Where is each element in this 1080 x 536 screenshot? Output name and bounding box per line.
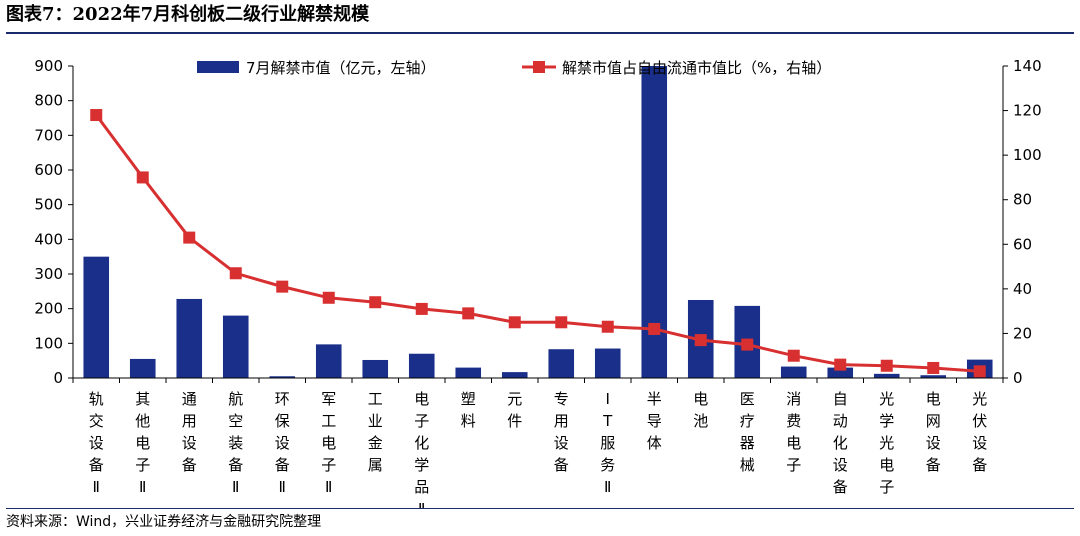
left-axis-tick-label: 0	[53, 369, 63, 387]
line-point	[90, 109, 103, 122]
right-y-axis: 0 20 40 60 80 100 120 140	[1002, 57, 1042, 387]
line-point	[601, 320, 614, 333]
bar	[222, 315, 249, 378]
bar	[920, 375, 947, 378]
category-label: 专用设备	[554, 390, 569, 474]
bar	[129, 358, 156, 378]
line-point	[183, 231, 196, 244]
chart-canvas: 0 100 200 300 400 500 600 700 800 900 0 20 40 60 80 10…	[34, 57, 1042, 508]
category-label: 航空装备 Ⅱ	[228, 390, 243, 496]
category-label: I T 服务 Ⅱ	[600, 390, 615, 496]
bar	[83, 256, 110, 378]
line-point	[322, 291, 335, 304]
category-label: 电网设备	[926, 390, 941, 474]
line-point	[136, 171, 149, 184]
line-point	[462, 307, 475, 320]
category-label: 军工电子 Ⅱ	[321, 390, 336, 496]
bar	[501, 372, 528, 378]
legend: 7月解禁市值（亿元，左轴） 解禁市值占自由流通市值比（%，右轴）	[197, 59, 831, 77]
line-point	[415, 302, 428, 315]
source-note: 资料来源：Wind，兴业证券经济与金融研究院整理	[6, 508, 1074, 536]
chart-title: 图表7：2022年7月科创板二级行业解禁规模	[6, 0, 1074, 34]
left-axis-tick-label: 100	[34, 334, 63, 352]
category-label: 电子化学品Ⅱ	[414, 390, 429, 508]
legend-bar-label: 7月解禁市值（亿元，左轴）	[246, 59, 436, 77]
line-point	[555, 316, 568, 329]
bar	[873, 373, 900, 378]
bar	[780, 366, 807, 378]
category-label: 半导体	[647, 390, 662, 452]
left-axis-tick-label: 600	[34, 161, 63, 179]
category-label: 轨交设备 Ⅱ	[89, 390, 104, 496]
right-axis-tick-label: 0	[1013, 369, 1023, 387]
left-axis-tick-label: 400	[34, 230, 63, 248]
legend-line-label: 解禁市值占自由流通市值比（%，右轴）	[562, 59, 831, 77]
line-point	[508, 316, 521, 329]
right-axis-tick-label: 120	[1013, 102, 1042, 120]
category-label: 自动化设备	[833, 390, 848, 496]
right-axis-tick-label: 100	[1013, 146, 1042, 164]
line-point	[694, 334, 707, 347]
left-axis-tick-label: 500	[34, 196, 63, 214]
line-point	[369, 296, 382, 309]
bar	[827, 367, 854, 378]
bar	[176, 298, 203, 378]
right-axis-tick-label: 20	[1013, 324, 1032, 342]
legend-bar-swatch	[197, 61, 239, 73]
category-label: 工业金属	[368, 390, 383, 474]
line-path	[95, 114, 980, 373]
line-point	[276, 280, 289, 293]
bar	[594, 348, 621, 378]
category-label: 其他电子 Ⅱ	[135, 390, 150, 496]
bar-series	[83, 66, 993, 378]
line-point	[927, 361, 940, 374]
bar	[362, 359, 389, 378]
line-point	[973, 365, 986, 378]
left-axis-tick-label: 200	[34, 300, 63, 318]
category-label: 电池	[693, 390, 708, 430]
line-point	[880, 359, 893, 372]
category-label: 塑料	[461, 390, 476, 430]
line-point	[834, 358, 847, 371]
line-point	[648, 322, 661, 335]
left-axis-tick-label: 800	[34, 92, 63, 110]
bar	[408, 353, 435, 378]
line-point	[229, 267, 242, 280]
left-axis-tick-label: 300	[34, 265, 63, 283]
left-axis-tick-label: 900	[34, 57, 63, 75]
right-axis-tick-label: 40	[1013, 280, 1032, 298]
left-y-axis: 0 100 200 300 400 500 600 700 800 900	[34, 57, 74, 387]
category-label: 环保设备 Ⅱ	[275, 390, 290, 496]
bar	[548, 349, 575, 378]
right-axis-tick-label: 60	[1013, 235, 1032, 253]
category-label: 光学光电子	[879, 390, 894, 496]
right-axis-tick-label: 140	[1013, 57, 1042, 75]
bar	[269, 376, 296, 378]
category-label: 消费电子	[786, 390, 801, 474]
category-label: 医疗器械	[740, 390, 755, 474]
right-axis-tick-label: 80	[1013, 191, 1032, 209]
legend-line-marker	[533, 61, 545, 73]
line-point	[787, 349, 800, 362]
line-series	[90, 109, 986, 378]
line-point	[741, 338, 754, 351]
bar	[315, 344, 342, 378]
left-axis-tick-label: 700	[34, 126, 63, 144]
category-label: 元件	[507, 390, 522, 430]
bar	[455, 367, 482, 378]
category-label: 光伏设备	[972, 390, 987, 474]
category-label: 通用设备	[182, 390, 197, 474]
